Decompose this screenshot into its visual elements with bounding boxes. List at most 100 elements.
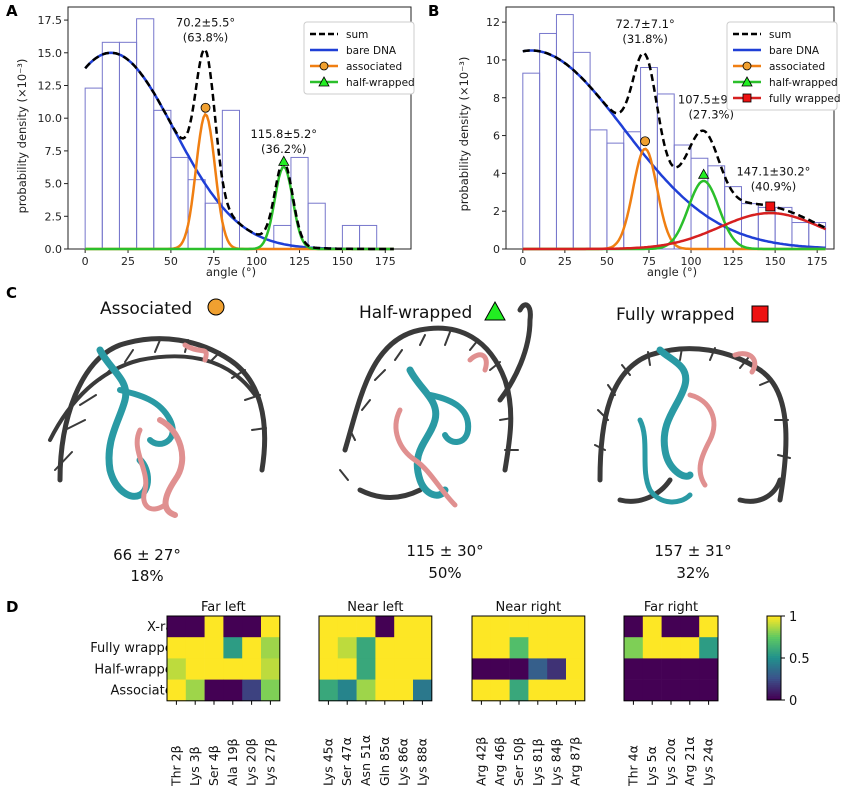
heatmap-cell [375, 679, 395, 702]
heatmap-cell [319, 679, 339, 702]
y-tick-label: 17.5 [38, 14, 63, 27]
heatmap-cell [356, 616, 376, 638]
heatmap-col-label: Lys 84β [549, 738, 564, 786]
heatmap-cell [375, 637, 395, 659]
xlabel-b: angle (°) [647, 265, 697, 279]
legend-label-bare: bare DNA [346, 45, 397, 57]
heatmap-col-label: Lys 81β [530, 738, 545, 786]
chart-b: probability density (×10⁻³) angle (°) 0 2… [457, 6, 841, 279]
half-wrapped-percent: 50% [428, 564, 461, 582]
heatmap-col-label: Gln 85α [377, 737, 392, 786]
legend-marker-fully-wrapped [742, 93, 752, 103]
heatmap-cell [394, 616, 414, 638]
heatmap-cell [472, 679, 492, 702]
x-tick-label: 75 [642, 255, 656, 268]
heatmap-cell [242, 679, 262, 702]
associated-marker [640, 136, 651, 147]
x-tick-label: 125 [723, 255, 744, 268]
heatmap-cell [167, 658, 187, 680]
heatmap-cell [528, 616, 548, 638]
histogram-bar [555, 14, 574, 250]
colorbar-segment [767, 668, 781, 672]
heatmap-cell [490, 679, 510, 702]
colorbar-segment [767, 679, 781, 682]
heatmap-cell [509, 637, 529, 659]
heatmap-cell [547, 679, 567, 702]
colorbar-segment [767, 653, 781, 657]
x-tick-label: 25 [558, 255, 572, 268]
xlabel-a: angle (°) [206, 265, 256, 279]
heatmap-cell [337, 658, 357, 680]
x-tick-label: 0 [82, 255, 89, 268]
y-tick-label: 5.0 [45, 178, 63, 191]
structure-image-fully-wrapped [594, 346, 791, 505]
heatmap-cell [337, 679, 357, 702]
histogram-bar [707, 165, 726, 250]
heatmap-cell [204, 616, 224, 638]
colorbar-segment [767, 645, 781, 648]
heatmap-cell [413, 658, 433, 680]
colorbar-segment [767, 647, 781, 651]
legend-label-bare: bare DNA [769, 45, 820, 57]
histogram-bar [572, 51, 591, 250]
panel-letter-d: D [6, 598, 18, 616]
heatmap-cell [566, 679, 586, 702]
heatmap-cell [375, 658, 395, 680]
histogram-bar [740, 203, 759, 250]
y-tick-label: 10 [486, 54, 500, 67]
peak-annotation: 147.1±30.2° [736, 164, 810, 178]
heatmap-cell [319, 658, 339, 680]
heatmap-col-label: Lys 45α [320, 738, 335, 786]
heatmap-col-label: Arg 42β [473, 737, 488, 786]
colorbar-segment [767, 662, 781, 665]
y-tick-label: 15.0 [38, 47, 63, 60]
heatmap-cell [413, 616, 433, 638]
y-tick-label: 10.0 [38, 112, 63, 125]
heatmap-cell [699, 679, 719, 702]
y-tick-label: 6 [493, 130, 500, 143]
heatmap-cell [642, 616, 662, 638]
heatmap-col-label: Ser 47α [339, 737, 354, 786]
legend-label-half: half-wrapped [346, 77, 415, 89]
y-tick-label: 7.5 [45, 145, 63, 158]
legend-label-sum: sum [769, 29, 791, 41]
x-tick-label: 50 [164, 255, 178, 268]
colorbar-segment [767, 674, 781, 678]
heatmap-cell [624, 637, 644, 659]
legend-label-half: half-wrapped [769, 77, 838, 89]
half-wrapped-marker [278, 155, 290, 166]
heatmap-col-label: Ala 19β [225, 738, 240, 786]
heatmap-cell [680, 616, 700, 638]
heatmap-cell [509, 679, 529, 702]
heatmap-col-label: Thr 2β [168, 745, 183, 787]
colorbar-segment [767, 616, 781, 619]
heatmap-cell [261, 658, 281, 680]
heatmap-cell [167, 679, 187, 702]
y-tick-label: 12 [486, 16, 500, 29]
heatmap-cell [624, 658, 644, 680]
heatmap-cell [356, 679, 376, 702]
heatmap-row-label: Fully wrapped [90, 641, 181, 656]
heatmap-row-label: Half-wrapped [94, 662, 181, 677]
heatmap-cell [413, 637, 433, 659]
heatmap-cell [223, 616, 243, 638]
colorbar-segment [767, 670, 781, 674]
heatmap-col-label: Lys 86α [396, 738, 411, 786]
half-wrapped-marker [697, 168, 710, 179]
colorbar-segment [767, 687, 781, 690]
heatmap-cell [204, 637, 224, 659]
heatmap-cell [528, 679, 548, 702]
colorbar-segment [767, 632, 781, 636]
heatmap-cell [547, 637, 567, 659]
colorbar-segment [767, 630, 781, 634]
legend-marker-half-wrapped [741, 76, 753, 87]
structure-title-half-wrapped: Half-wrapped [359, 303, 472, 323]
x-tick-label: 50 [600, 255, 614, 268]
heatmap-col-label: Arg 87β [567, 737, 582, 786]
legend-label-sum: sum [346, 29, 368, 41]
heatmap-col-label: Arg 46β [492, 737, 507, 786]
histogram-bar [640, 67, 658, 250]
fully-wrapped-percent: 32% [676, 564, 709, 582]
histogram-bar [341, 224, 361, 250]
